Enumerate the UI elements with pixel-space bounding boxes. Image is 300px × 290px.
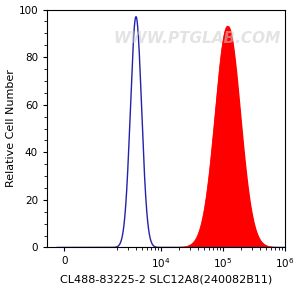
Text: WWW.PTGLAB.COM: WWW.PTGLAB.COM bbox=[113, 31, 280, 46]
X-axis label: CL488-83225-2 SLC12A8(240082B11): CL488-83225-2 SLC12A8(240082B11) bbox=[60, 274, 272, 284]
Y-axis label: Relative Cell Number: Relative Cell Number bbox=[6, 70, 16, 187]
